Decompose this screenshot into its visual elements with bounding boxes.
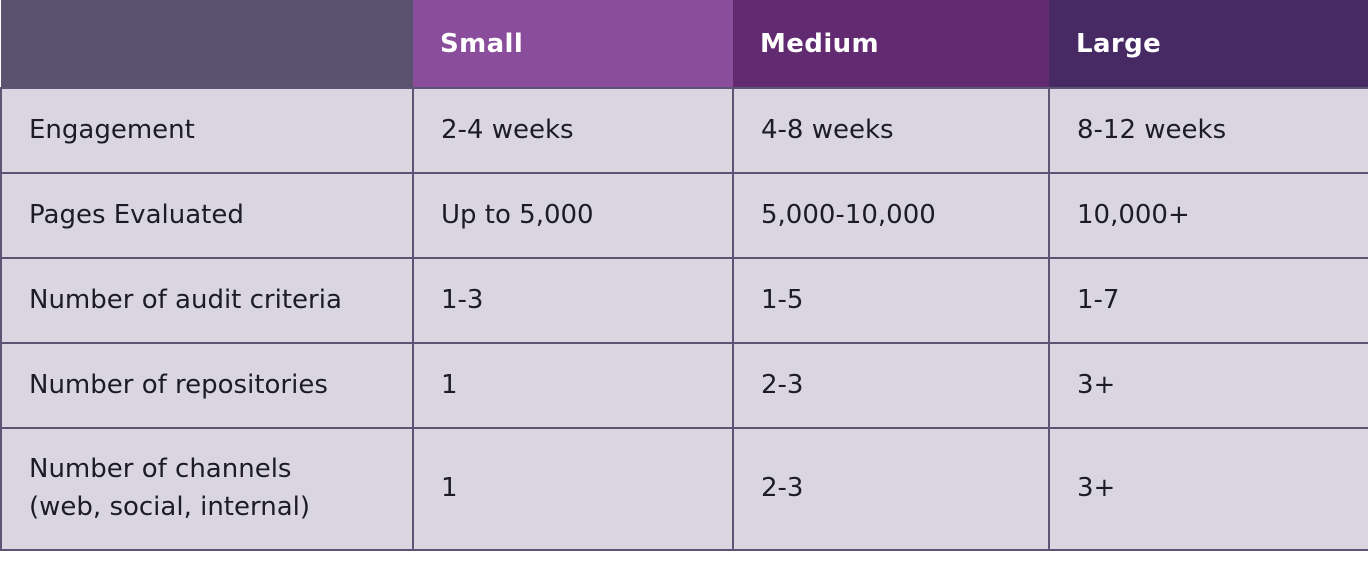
cell-engagement-large: 8-12 weeks <box>1048 87 1368 174</box>
cell-repositories-small: 1 <box>412 342 734 429</box>
table-row-channels: Number of channels (web, social, interna… <box>0 427 1368 551</box>
cell-pages-small: Up to 5,000 <box>412 172 734 259</box>
cell-channels-large: 3+ <box>1048 427 1368 551</box>
cell-criteria-large: 1-7 <box>1048 257 1368 344</box>
column-header-large: Large <box>1049 0 1368 88</box>
cell-repositories-large: 3+ <box>1048 342 1368 429</box>
header-row: Small Medium Large <box>1 0 1368 88</box>
cell-criteria-medium: 1-5 <box>732 257 1050 344</box>
column-header-small: Small <box>413 0 733 88</box>
row-label-channels: Number of channels (web, social, interna… <box>0 427 414 551</box>
cell-channels-small: 1 <box>412 427 734 551</box>
table-row-audit-criteria: Number of audit criteria 1-3 1-5 1-7 <box>0 257 1368 344</box>
cell-repositories-medium: 2-3 <box>732 342 1050 429</box>
header-cell-empty <box>1 0 413 88</box>
cell-engagement-small: 2-4 weeks <box>412 87 734 174</box>
row-label-audit-criteria: Number of audit criteria <box>0 257 414 344</box>
cell-channels-medium: 2-3 <box>732 427 1050 551</box>
cell-pages-large: 10,000+ <box>1048 172 1368 259</box>
table-row-engagement: Engagement 2-4 weeks 4-8 weeks 8-12 week… <box>0 87 1368 174</box>
cell-pages-medium: 5,000-10,000 <box>732 172 1050 259</box>
row-label-engagement: Engagement <box>0 87 414 174</box>
row-label-pages-evaluated: Pages Evaluated <box>0 172 414 259</box>
cell-engagement-medium: 4-8 weeks <box>732 87 1050 174</box>
column-header-medium: Medium <box>733 0 1049 88</box>
row-label-repositories: Number of repositories <box>0 342 414 429</box>
table-row-pages-evaluated: Pages Evaluated Up to 5,000 5,000-10,000… <box>0 172 1368 259</box>
table-row-repositories: Number of repositories 1 2-3 3+ <box>0 342 1368 429</box>
cell-criteria-small: 1-3 <box>412 257 734 344</box>
